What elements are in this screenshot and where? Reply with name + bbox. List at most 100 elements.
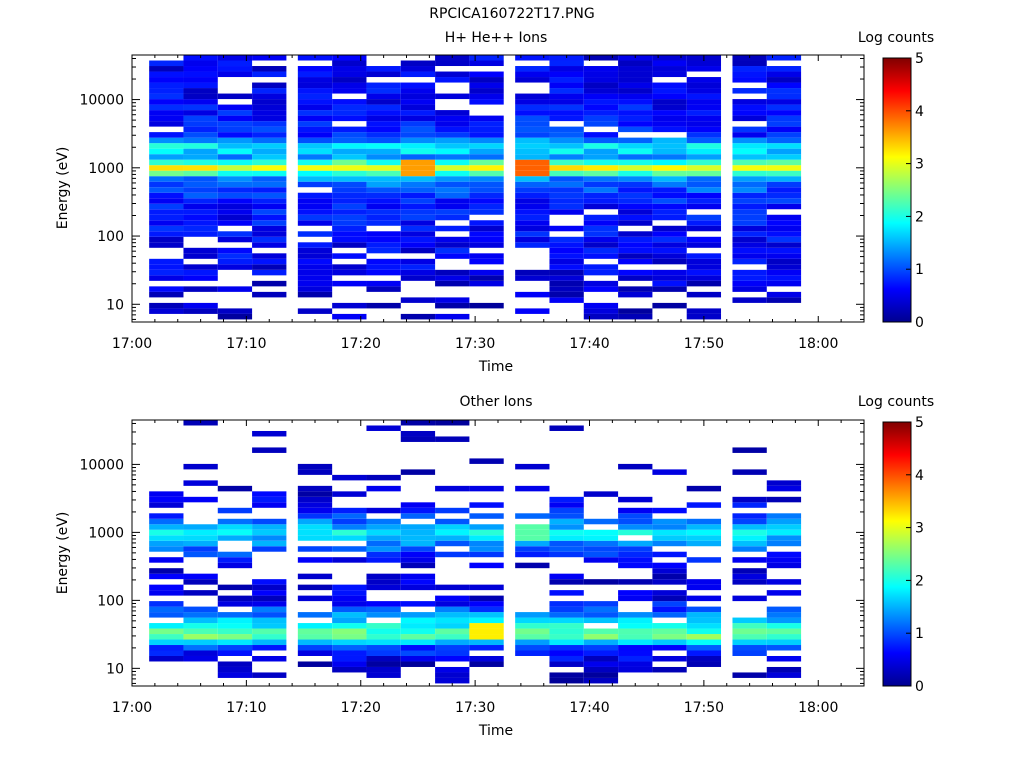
heatmap-cell — [686, 192, 722, 199]
heatmap-cell — [297, 247, 333, 254]
colorbar-tick-label: 5 — [915, 415, 924, 431]
heatmap-cell — [686, 264, 722, 270]
heatmap-cell — [732, 247, 767, 254]
heatmap-cell — [149, 540, 184, 547]
heatmap-cell — [686, 645, 722, 651]
heatmap-cell — [252, 529, 287, 536]
heatmap-cell — [618, 529, 653, 536]
heatmap-cell — [217, 60, 253, 67]
heatmap-cell — [252, 617, 287, 624]
heatmap-cell — [252, 110, 287, 116]
heatmap-cell — [766, 176, 802, 182]
heatmap-cell — [435, 209, 470, 215]
heatmap-cell — [618, 579, 653, 585]
heatmap-cell — [766, 110, 802, 116]
heatmap-cell — [766, 121, 802, 127]
heatmap-cell — [435, 192, 470, 199]
heatmap-cell — [217, 595, 253, 602]
heatmap-cell — [435, 154, 470, 160]
heatmap-cell — [297, 264, 333, 270]
heatmap-cell — [652, 612, 687, 618]
heatmap-cell — [618, 88, 653, 94]
heatmap-cell — [515, 308, 550, 314]
heatmap-cell — [183, 132, 218, 138]
heatmap-cell — [549, 143, 584, 149]
heatmap-cell — [183, 209, 218, 215]
heatmap-cell — [469, 225, 504, 232]
heatmap-cell — [183, 496, 218, 503]
heatmap-cell — [297, 71, 333, 78]
heatmap-cell — [297, 623, 333, 629]
heatmap-cell — [583, 236, 619, 243]
heatmap-cell — [332, 187, 367, 193]
x-tick-label: 17:40 — [569, 700, 609, 716]
heatmap-cell — [549, 236, 584, 243]
heatmap-cell — [400, 562, 436, 569]
heatmap-cell — [618, 176, 653, 182]
heatmap-cell — [297, 104, 333, 111]
heatmap-cell — [732, 275, 767, 281]
heatmap-cell — [400, 313, 436, 320]
heatmap-cell — [549, 672, 584, 678]
heatmap-cell — [149, 192, 184, 199]
heatmap-cell — [332, 209, 367, 215]
heatmap-cell — [149, 71, 184, 78]
heatmap-cell — [583, 650, 619, 656]
heatmap-cell — [652, 573, 687, 580]
heatmap-cell — [297, 275, 333, 281]
heatmap-cell — [332, 280, 367, 287]
heatmap-cell — [400, 573, 436, 580]
heatmap-cell — [252, 253, 287, 259]
heatmap-cell — [400, 628, 436, 635]
heatmap-cell — [549, 623, 584, 629]
heatmap-cell — [686, 236, 722, 243]
heatmap-cell — [652, 639, 687, 646]
heatmap-cell — [618, 617, 653, 624]
colorbar-tick-label: 5 — [915, 51, 924, 67]
heatmap-cell — [252, 447, 287, 453]
heatmap-cell — [252, 258, 287, 265]
heatmap-cell — [583, 77, 619, 83]
heatmap-cell — [618, 99, 653, 105]
heatmap-cell — [217, 485, 253, 492]
heatmap-cell — [400, 115, 436, 122]
heatmap-cell — [149, 154, 184, 160]
heatmap-cell — [652, 601, 687, 607]
heatmap-cell — [732, 469, 767, 475]
heatmap-cell — [217, 628, 253, 635]
heatmap-cell — [732, 297, 767, 303]
heatmap-cell — [332, 242, 367, 248]
heatmap-cell — [435, 77, 470, 83]
heatmap-cell — [252, 546, 287, 552]
heatmap-cell — [515, 524, 550, 530]
heatmap-cell — [332, 214, 367, 221]
heatmap-cell — [732, 231, 767, 237]
heatmap-cell — [297, 286, 333, 292]
heatmap-cell — [469, 551, 504, 558]
y-tick-label: 100 — [97, 593, 124, 609]
heatmap-cell — [332, 612, 367, 618]
heatmap-cell — [183, 154, 218, 160]
heatmap-cell — [217, 214, 253, 221]
heatmap-cell — [766, 269, 802, 276]
heatmap-cell — [366, 220, 401, 226]
heatmap-cell — [252, 590, 287, 596]
heatmap-cell — [435, 313, 470, 320]
heatmap-cell — [366, 165, 401, 171]
heatmap-cell — [583, 88, 619, 94]
heatmap-cell — [366, 214, 401, 221]
heatmap-cell — [435, 677, 470, 684]
heatmap-cell — [297, 280, 333, 287]
heatmap-cell — [400, 198, 436, 204]
heatmap-cell — [766, 247, 802, 254]
heatmap-cell — [183, 220, 218, 226]
heatmap-cell — [149, 568, 184, 574]
heatmap-cell — [583, 677, 619, 684]
heatmap-cell — [400, 88, 436, 94]
heatmap-cell — [366, 159, 401, 166]
heatmap-cell — [183, 463, 218, 470]
heatmap-cell — [549, 524, 584, 530]
heatmap-cell — [435, 187, 470, 193]
heatmap-cells — [149, 55, 802, 320]
heatmap-cell — [732, 634, 767, 640]
